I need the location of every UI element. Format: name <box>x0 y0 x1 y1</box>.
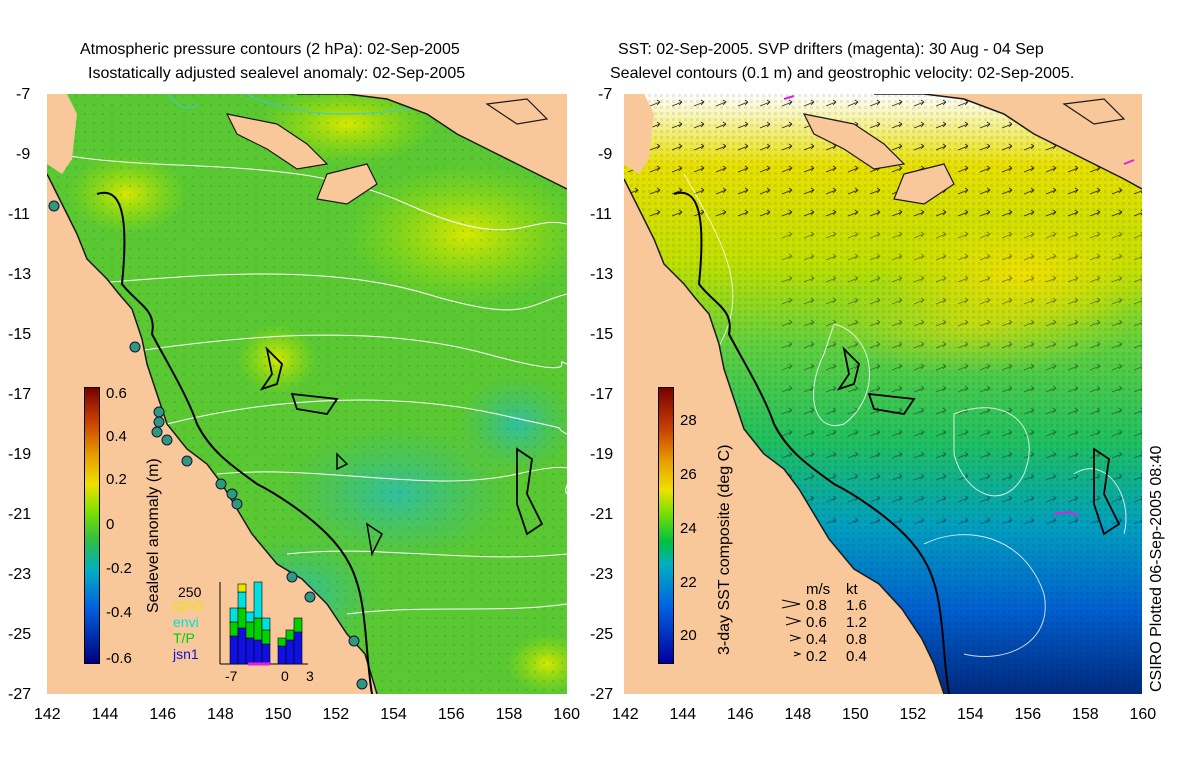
left-x-tick: 148 <box>207 706 234 723</box>
velocity-legend-kt-0: 1.6 <box>846 597 867 614</box>
left-y-tick: -25 <box>8 626 32 643</box>
right-y-tick: -13 <box>590 266 614 283</box>
velocity-legend-kt-3: 0.4 <box>846 648 867 665</box>
hist-xtick-1: 0 <box>281 668 289 684</box>
left-x-tick: 142 <box>34 706 61 723</box>
sst-cb-tick-4: 20 <box>680 627 697 644</box>
left-title-line2: Isostatically adjusted sealevel anomaly:… <box>88 65 466 82</box>
right-y-tick: -27 <box>590 686 614 703</box>
right-y-tick: -19 <box>590 446 614 463</box>
right-x-tick: 152 <box>899 706 927 723</box>
right-x-tick: 158 <box>1072 706 1099 723</box>
left-x-tick: 150 <box>264 706 292 723</box>
sealevel-map-graphic <box>47 94 567 694</box>
altimeter-histogram <box>219 581 308 666</box>
left-y-tick: -17 <box>8 386 32 403</box>
left-x-tick: 144 <box>91 706 119 723</box>
sst-cb-tick-0: 28 <box>680 412 697 429</box>
left-title-line1: Atmospheric pressure contours (2 hPa): 0… <box>80 41 460 58</box>
left-y-tick: -13 <box>8 266 32 283</box>
velocity-legend-ms-1: 0.6 <box>806 614 827 631</box>
velocity-legend-ms-0: 0.8 <box>806 597 827 614</box>
sealevel-cb-tick-4: -0.2 <box>106 560 132 577</box>
right-x-tick: 144 <box>669 706 697 723</box>
plot-credit: CSIRO Plotted 06-Sep-2005 08:40 <box>1148 445 1165 692</box>
sealevel-cb-tick-2: 0.2 <box>106 471 127 488</box>
left-x-tick: 156 <box>437 706 465 723</box>
sealevel-cb-tick-6: -0.6 <box>106 650 132 667</box>
velocity-legend-kt-2: 0.8 <box>846 631 867 648</box>
left-y-tick: -19 <box>8 446 32 463</box>
sealevel-cb-tick-0: 0.6 <box>106 385 127 402</box>
velocity-legend-kt-1: 1.2 <box>846 614 867 631</box>
sst-map <box>624 94 1142 694</box>
hist-xtick-2: 3 <box>306 668 314 684</box>
sst-cb-tick-2: 24 <box>680 520 697 537</box>
hist-legend-envi: envi <box>173 614 199 630</box>
right-y-tick: -15 <box>590 326 614 343</box>
sealevel-colorbar-label: Sealevel anomaly (m) <box>145 458 162 613</box>
left-x-tick: 154 <box>380 706 407 723</box>
hist-legend-jsn1: jsn1 <box>173 646 199 662</box>
left-y-tick: -11 <box>8 206 30 223</box>
sst-colorbar-label: 3-day SST composite (deg C) <box>716 444 733 655</box>
right-y-tick: -9 <box>598 146 613 163</box>
sealevel-cb-tick-3: 0 <box>106 516 115 533</box>
sealevel-anomaly-map <box>47 94 567 694</box>
right-x-tick: 160 <box>1129 706 1157 723</box>
velocity-legend-header-kt: kt <box>846 581 858 598</box>
right-y-tick: -23 <box>590 566 614 583</box>
right-x-tick: 142 <box>612 706 639 723</box>
hist-legend-tp: T/P <box>173 630 195 646</box>
left-y-tick: -27 <box>8 686 32 703</box>
left-y-tick: -21 <box>8 506 32 523</box>
left-y-tick: -9 <box>16 146 31 163</box>
right-x-tick: 156 <box>1014 706 1042 723</box>
right-y-tick: -11 <box>590 206 612 223</box>
left-y-tick: -15 <box>8 326 32 343</box>
right-title-line2: Sealevel contours (0.1 m) and geostrophi… <box>610 65 1075 82</box>
hist-legend-gfo: GFO <box>173 598 204 614</box>
right-x-tick: 146 <box>727 706 754 723</box>
right-y-tick: -7 <box>598 86 613 103</box>
sst-map-graphic <box>624 94 1142 694</box>
right-y-tick: -21 <box>590 506 614 523</box>
right-title-line1: SST: 02-Sep-2005. SVP drifters (magenta)… <box>618 41 1044 58</box>
left-y-tick: -23 <box>8 566 32 583</box>
sst-colorbar <box>658 387 674 664</box>
left-x-tick: 146 <box>149 706 177 723</box>
sst-cb-tick-1: 26 <box>680 466 697 483</box>
velocity-legend-ms-2: 0.4 <box>806 631 827 648</box>
sealevel-cb-tick-1: 0.4 <box>106 428 127 445</box>
sealevel-cb-tick-5: -0.4 <box>106 604 132 621</box>
velocity-legend-ms-3: 0.2 <box>806 648 827 665</box>
velocity-legend-header-ms: m/s <box>806 581 831 598</box>
hist-ytick: 250 <box>178 584 202 600</box>
right-x-tick: 150 <box>842 706 869 723</box>
hist-xtick-0: -7 <box>225 668 238 684</box>
sst-cb-tick-3: 22 <box>680 574 697 591</box>
velocity-legend-arrows <box>781 599 802 657</box>
sealevel-colorbar <box>84 387 100 664</box>
right-y-tick: -17 <box>590 386 614 403</box>
left-x-tick: 152 <box>322 706 350 723</box>
right-x-tick: 154 <box>957 706 984 723</box>
left-x-tick: 160 <box>553 706 580 723</box>
left-x-tick: 158 <box>495 706 523 723</box>
right-x-tick: 148 <box>784 706 812 723</box>
right-y-tick: -25 <box>590 626 614 643</box>
left-y-tick: -7 <box>16 86 31 103</box>
